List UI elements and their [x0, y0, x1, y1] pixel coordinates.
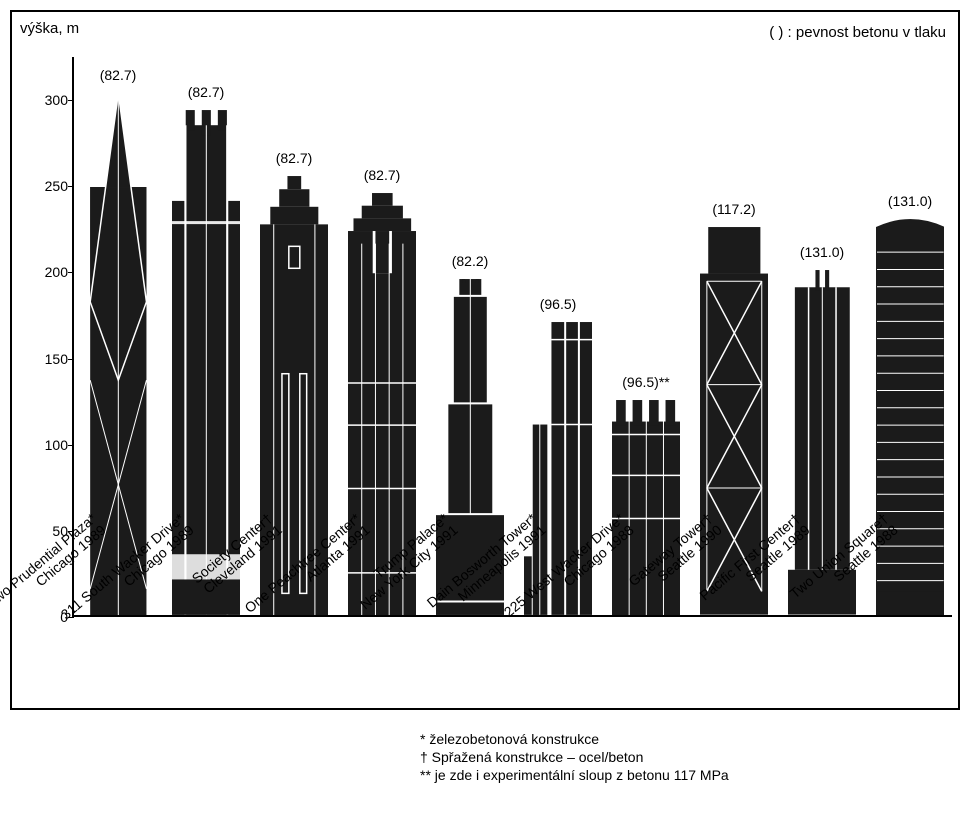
y-tick-mark — [68, 100, 74, 101]
footnotes: * železobetonová konstrukce † Spřažená k… — [420, 730, 729, 785]
y-tick-label: 250 — [32, 178, 68, 194]
building-silhouette — [876, 219, 945, 615]
strength-label: (117.2) — [712, 201, 755, 217]
strength-label: (96.5) — [540, 296, 577, 312]
y-tick-label: 200 — [32, 264, 68, 280]
strength-label: (82.7) — [188, 84, 225, 100]
y-tick-mark — [68, 186, 74, 187]
y-axis-label: výška, m — [20, 20, 79, 37]
footnote-1: * železobetonová konstrukce — [420, 730, 729, 748]
y-tick-label: 100 — [32, 437, 68, 453]
y-tick-mark — [68, 272, 74, 273]
footnote-2: † Spřažená konstrukce – ocel/beton — [420, 748, 729, 766]
chart-frame: výška, m ( ) : pevnost betonu v tlaku 05… — [10, 10, 960, 710]
strength-label: (82.7) — [100, 67, 137, 83]
strength-label: (82.2) — [452, 253, 489, 269]
strength-label: (131.0) — [888, 193, 932, 209]
strength-label: (96.5)** — [622, 374, 669, 390]
strength-label: (82.7) — [364, 167, 401, 183]
legend-top-right: ( ) : pevnost betonu v tlaku — [769, 24, 946, 41]
y-tick-label: 300 — [32, 92, 68, 108]
y-tick-label: 150 — [32, 351, 68, 367]
strength-label: (131.0) — [800, 244, 844, 260]
y-tick-mark — [68, 359, 74, 360]
y-tick-mark — [68, 445, 74, 446]
footnote-3: ** je zde i experimentální sloup z beton… — [420, 766, 729, 784]
strength-label: (82.7) — [276, 150, 313, 166]
